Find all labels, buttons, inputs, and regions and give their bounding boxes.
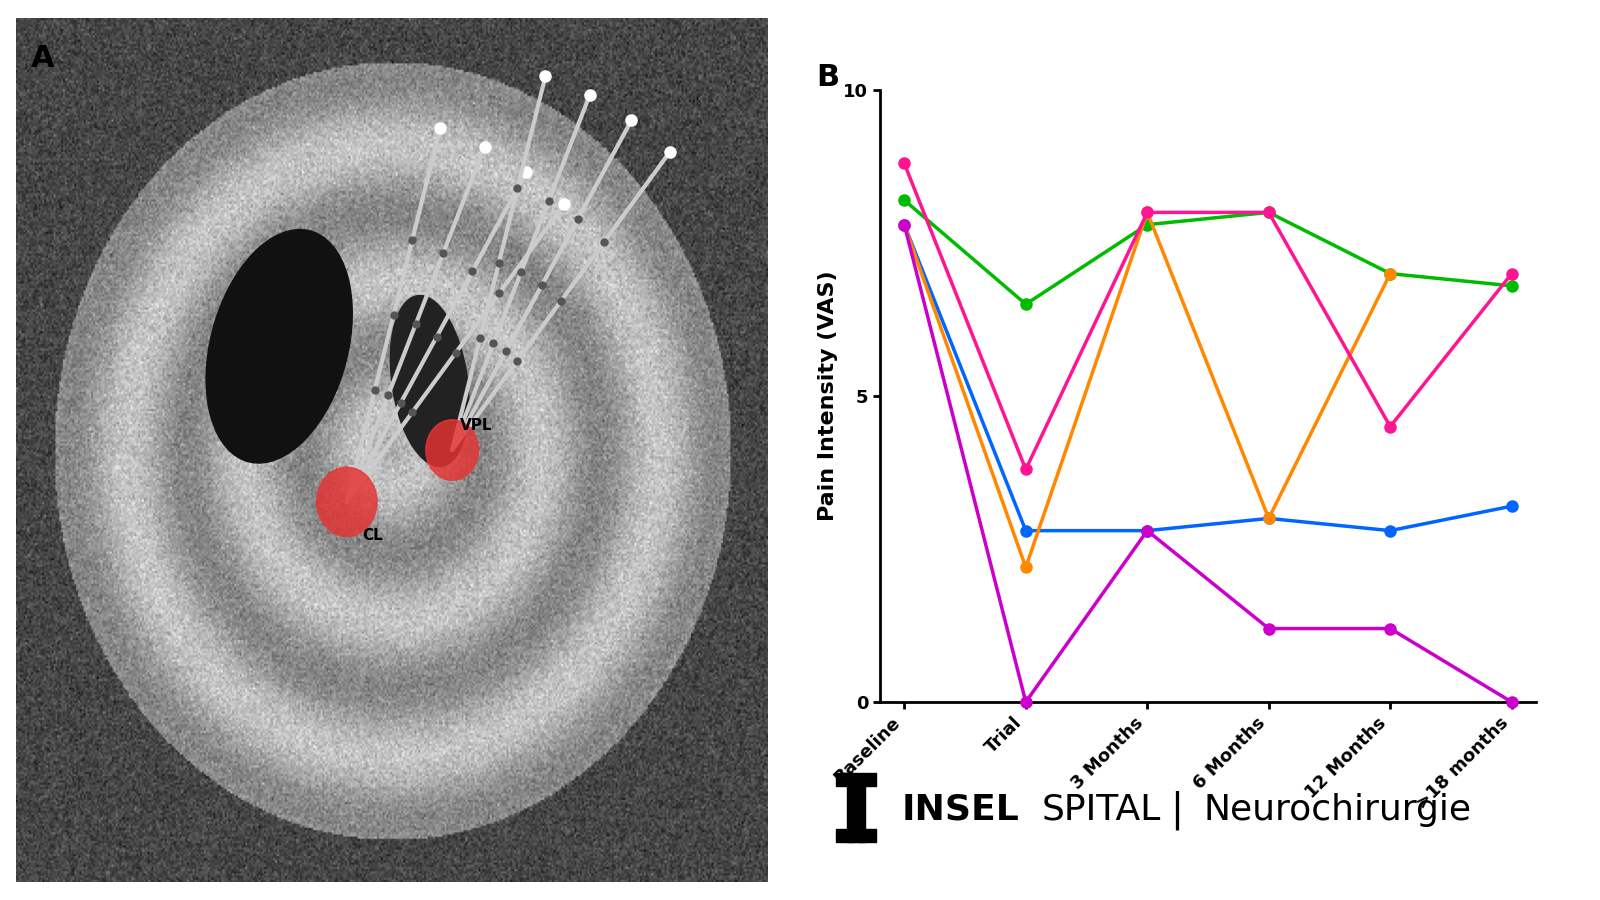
Bar <box>858 830 877 842</box>
Ellipse shape <box>390 295 469 466</box>
Bar <box>846 778 866 842</box>
Ellipse shape <box>206 230 352 464</box>
Circle shape <box>426 419 478 481</box>
Circle shape <box>426 419 478 481</box>
Text: B: B <box>816 63 838 92</box>
Text: VPL: VPL <box>459 418 493 433</box>
Circle shape <box>317 467 378 536</box>
Bar <box>835 773 877 787</box>
Circle shape <box>317 467 378 536</box>
Text: Neurochirurgie: Neurochirurgie <box>1203 793 1472 827</box>
Text: CL: CL <box>362 527 382 543</box>
Text: SPITAL: SPITAL <box>1042 793 1162 827</box>
Y-axis label: Pain Intensity (VAS): Pain Intensity (VAS) <box>818 271 838 521</box>
Text: A: A <box>30 44 54 73</box>
Text: INSEL: INSEL <box>902 793 1019 827</box>
Text: |: | <box>1171 790 1184 830</box>
Bar <box>835 830 854 842</box>
